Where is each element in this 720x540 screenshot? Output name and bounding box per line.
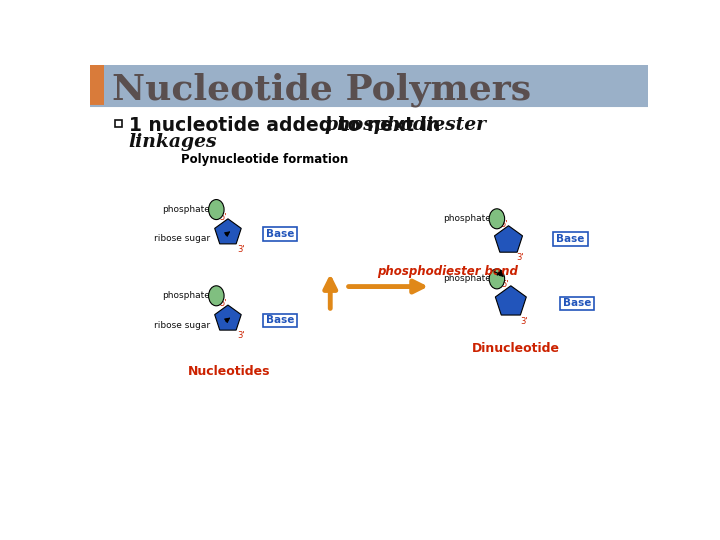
Text: 5': 5': [501, 280, 508, 289]
Bar: [114, 120, 122, 127]
Text: Base: Base: [557, 234, 585, 244]
Ellipse shape: [489, 209, 505, 229]
Text: Base: Base: [266, 229, 294, 239]
Text: 3': 3': [238, 245, 245, 254]
Text: Nucleotides: Nucleotides: [188, 365, 271, 378]
Text: phosphate: phosphate: [443, 274, 490, 284]
Bar: [90, 65, 104, 105]
Text: Dinucleotide: Dinucleotide: [472, 342, 560, 355]
Text: 5': 5': [220, 299, 227, 308]
Bar: [559, 296, 594, 310]
Text: 1 nucleotide added to next in: 1 nucleotide added to next in: [129, 117, 446, 136]
Polygon shape: [495, 286, 526, 315]
Text: linkages: linkages: [129, 132, 217, 151]
Ellipse shape: [209, 200, 224, 220]
Bar: [554, 232, 588, 246]
Ellipse shape: [209, 286, 224, 306]
Bar: [263, 227, 297, 241]
Text: Base: Base: [266, 315, 294, 326]
Text: Nucleotide Polymers: Nucleotide Polymers: [112, 72, 531, 107]
Text: phosphate: phosphate: [162, 291, 210, 300]
Text: 3': 3': [516, 253, 524, 262]
Bar: [263, 314, 297, 327]
Text: ribose sugar: ribose sugar: [154, 234, 210, 244]
Bar: [90, 65, 648, 105]
Text: 3': 3': [238, 331, 245, 340]
Text: ribose sugar: ribose sugar: [154, 321, 210, 329]
Text: Polynucleotide formation: Polynucleotide formation: [181, 153, 348, 166]
Text: 5': 5': [220, 213, 227, 222]
Text: Base: Base: [562, 299, 591, 308]
Text: 5': 5': [500, 220, 508, 229]
Polygon shape: [495, 226, 523, 252]
Text: phosphate: phosphate: [162, 205, 210, 214]
Ellipse shape: [489, 269, 505, 289]
Text: phosphodiester bond: phosphodiester bond: [377, 265, 518, 278]
Text: phosphate: phosphate: [443, 214, 490, 224]
Polygon shape: [215, 219, 241, 244]
Text: 3': 3': [520, 316, 528, 326]
Polygon shape: [215, 305, 241, 330]
Text: phosphodiester: phosphodiester: [324, 117, 486, 134]
